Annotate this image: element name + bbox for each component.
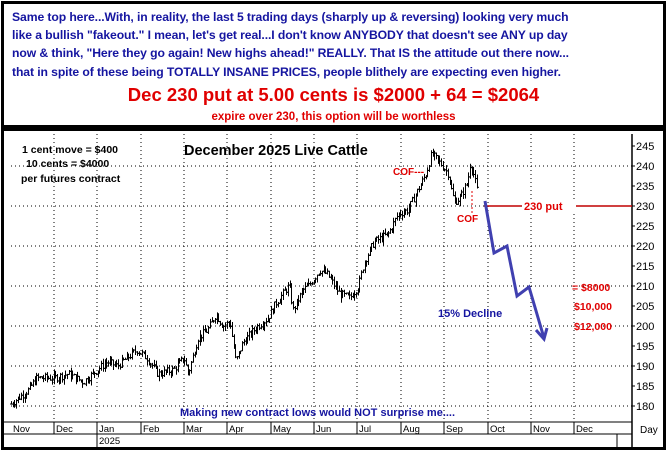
month-label: Feb bbox=[143, 424, 159, 435]
commentary-text: Same top here...With, in reality, the la… bbox=[12, 10, 569, 79]
y-tick-label: 235 bbox=[636, 181, 654, 193]
y-axis: 245 240 235 230 225 220 215 210 205 200 195 190 185 1… bbox=[631, 134, 654, 447]
put-label-bg bbox=[522, 200, 576, 212]
chart-panel: 245 240 235 230 225 220 215 210 205 200 195 190 185 1… bbox=[1, 128, 666, 450]
y-tick-label: 220 bbox=[636, 241, 654, 253]
cof-bottom-label: COF bbox=[457, 214, 478, 225]
y-tick-label: 230 bbox=[636, 201, 654, 213]
year-label: 2025 bbox=[99, 436, 120, 447]
y-tick-label: 215 bbox=[636, 261, 654, 273]
price-bars bbox=[10, 148, 479, 409]
month-label: Apr bbox=[229, 424, 244, 435]
month-label: Sep bbox=[446, 424, 463, 435]
month-label: Dec bbox=[56, 424, 73, 435]
cof-top-label: COF--- bbox=[393, 167, 424, 178]
y-tick-label: 185 bbox=[636, 381, 654, 393]
y-tick-label: 210 bbox=[636, 281, 654, 293]
month-label: Jul bbox=[359, 424, 371, 435]
y-tick-label: 240 bbox=[636, 161, 654, 173]
month-label: Jun bbox=[316, 424, 331, 435]
y-tick-label: 195 bbox=[636, 341, 654, 353]
commentary-panel: Same top here...With, in reality, the la… bbox=[1, 1, 666, 128]
note-line-3: per futures contract bbox=[21, 173, 121, 185]
y-tick-label: 245 bbox=[636, 141, 654, 153]
y-tick-label: 225 bbox=[636, 221, 654, 233]
month-label: Oct bbox=[490, 424, 505, 435]
y-tick-label: 180 bbox=[636, 401, 654, 413]
expiry-note: expire over 230, this option will be wor… bbox=[211, 111, 456, 123]
target-12000: $12,000 bbox=[574, 321, 612, 333]
month-label: Aug bbox=[403, 424, 420, 435]
price-chart: 245 240 235 230 225 220 215 210 205 200 195 190 185 1… bbox=[4, 134, 658, 447]
y-tick-label: 190 bbox=[636, 361, 654, 373]
decline-label: 15% Decline bbox=[438, 308, 502, 320]
chart-title: December 2025 Live Cattle bbox=[184, 143, 368, 159]
month-label: Jan bbox=[99, 424, 114, 435]
y-tick-label: 200 bbox=[636, 321, 654, 333]
month-label: May bbox=[273, 424, 291, 435]
put-line-label: 230 put bbox=[524, 201, 563, 213]
x-axis: Nov Dec Jan Feb Mar Apr May Jun Jul Aug Sep Oct Nov D… bbox=[4, 421, 658, 447]
month-label: Dec bbox=[576, 424, 593, 435]
month-label: Nov bbox=[13, 424, 30, 435]
option-cost-headline: Dec 230 put at 5.00 cents is $2000 + 64 … bbox=[127, 84, 540, 105]
target-8000: = $8000 bbox=[572, 282, 610, 294]
note-line-1: 1 cent move = $400 bbox=[22, 144, 118, 156]
y-tick-label: 205 bbox=[636, 301, 654, 313]
footer-note: Making new contract lows would NOT surpr… bbox=[180, 407, 455, 419]
note-line-2: 10 cents = $4000 bbox=[26, 158, 109, 170]
target-10000: $10,000 bbox=[574, 301, 612, 313]
decline-arrow-head bbox=[534, 327, 549, 343]
month-label: Nov bbox=[533, 424, 550, 435]
x-axis-unit: Day bbox=[640, 425, 658, 436]
month-label: Mar bbox=[186, 424, 202, 435]
grid bbox=[11, 134, 632, 422]
decline-arrow bbox=[483, 200, 546, 339]
